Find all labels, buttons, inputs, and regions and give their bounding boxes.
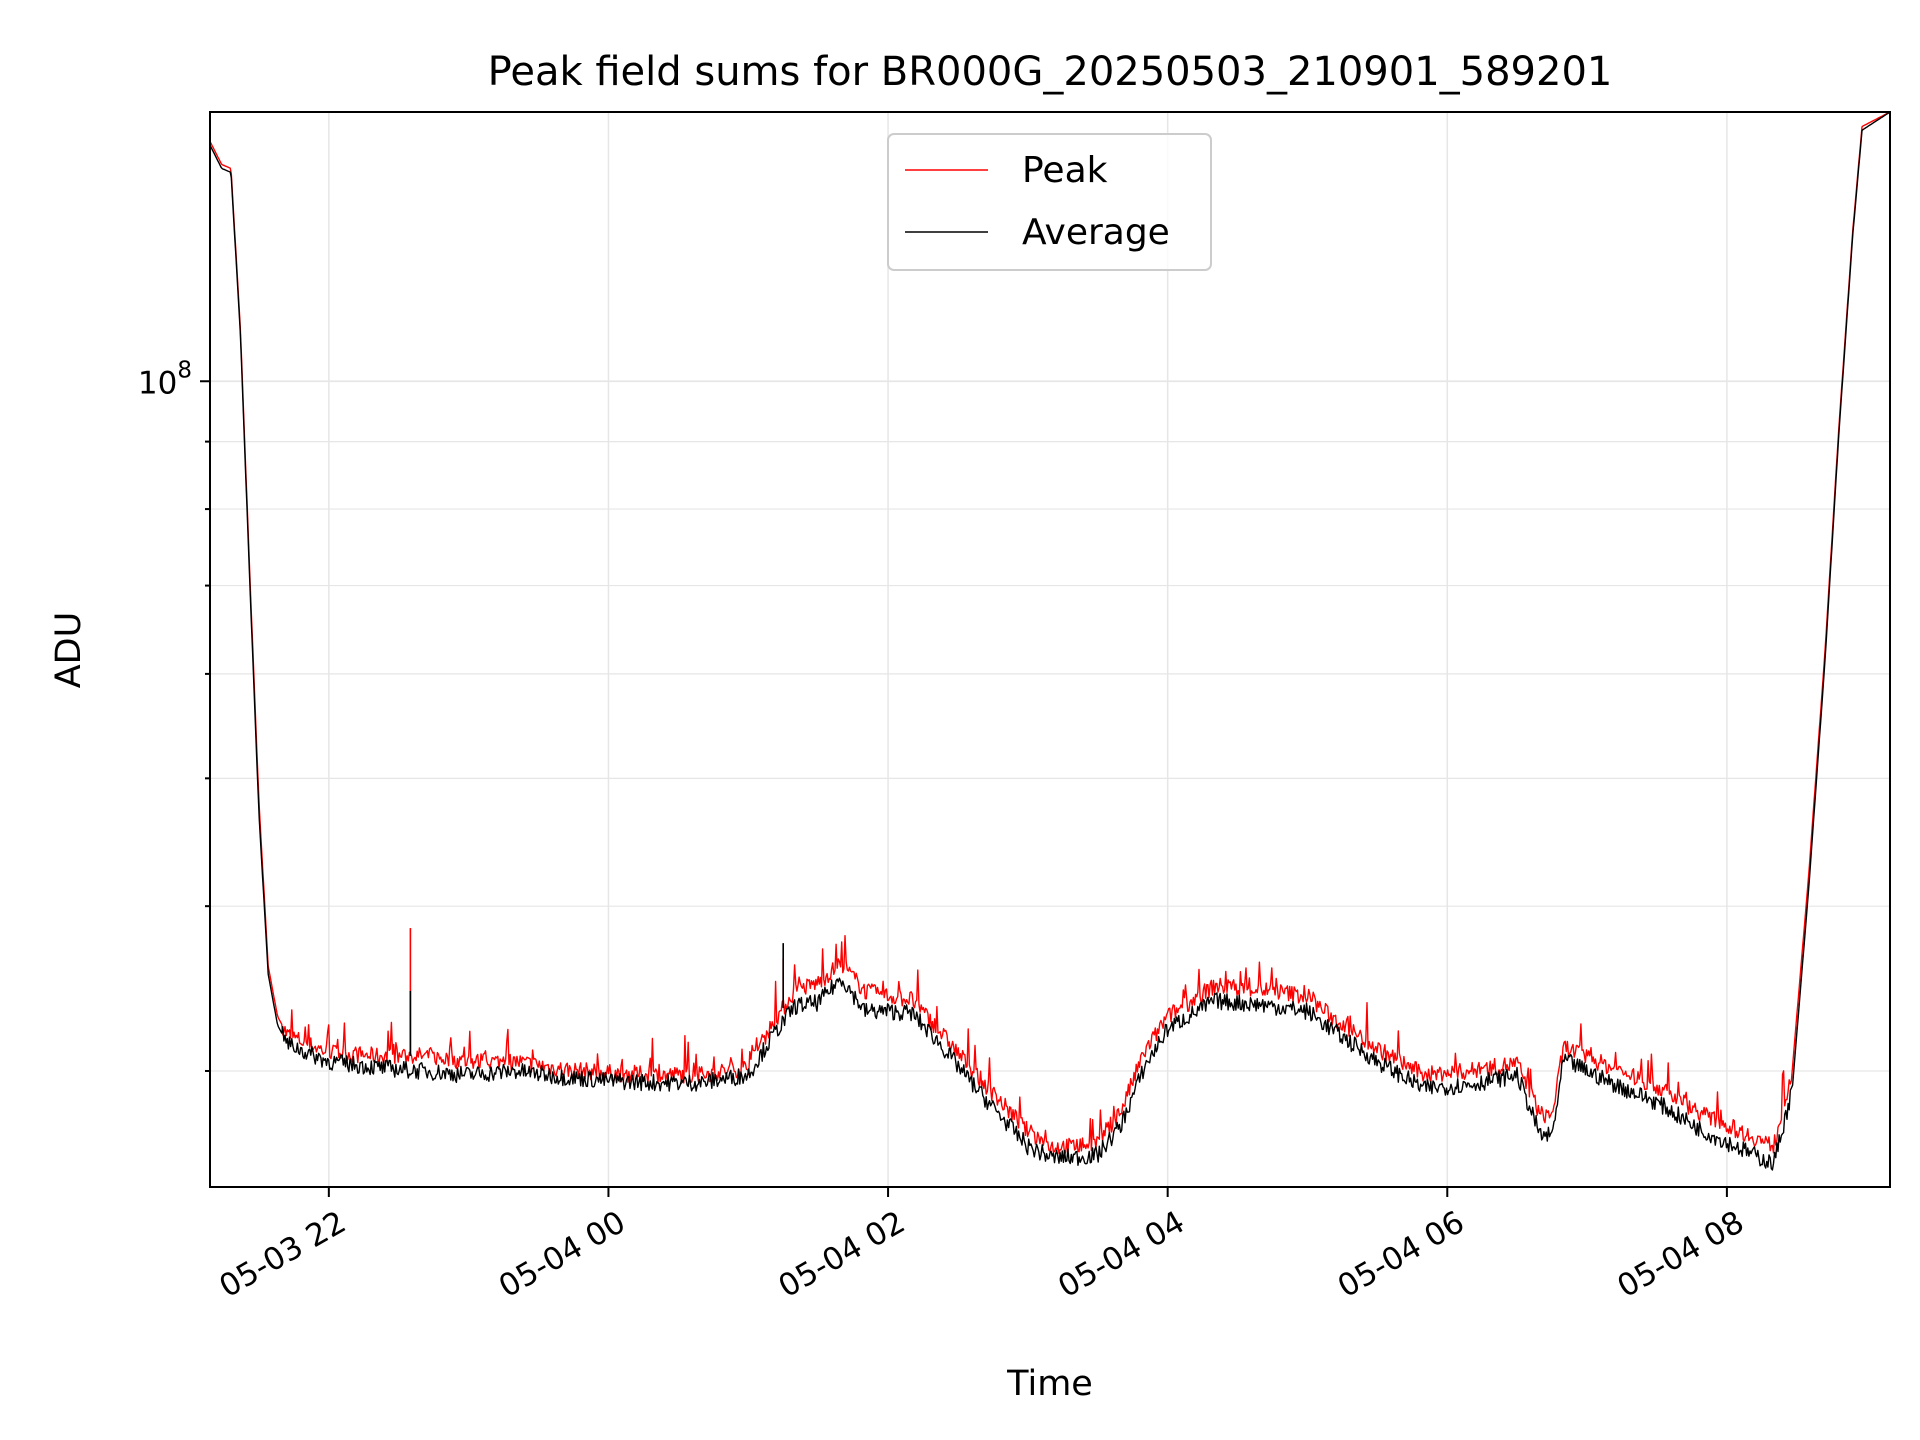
plot-frame bbox=[209, 111, 1891, 1188]
legend-average-label: Average bbox=[1022, 212, 1170, 253]
y-axis-label: ADU bbox=[49, 612, 89, 689]
y-tick-exponent: 8 bbox=[177, 357, 192, 383]
series-lines bbox=[209, 111, 1891, 1171]
y-tick-label: 108 bbox=[138, 357, 192, 401]
legend-box bbox=[887, 133, 1212, 271]
x-axis-label: Time bbox=[1006, 1364, 1093, 1404]
series-line-peak bbox=[209, 111, 1891, 1156]
series-line-average bbox=[209, 111, 1891, 1171]
legend: Peak Average bbox=[887, 133, 1212, 271]
y-tick-base: 10 bbox=[138, 365, 177, 401]
legend-peak-label: Peak bbox=[1022, 150, 1108, 191]
grid bbox=[210, 112, 1890, 1187]
y-axis-ticks: 108 bbox=[138, 357, 210, 1072]
chart-title: Peak field sums for BR000G_20250503_2109… bbox=[488, 49, 1613, 95]
